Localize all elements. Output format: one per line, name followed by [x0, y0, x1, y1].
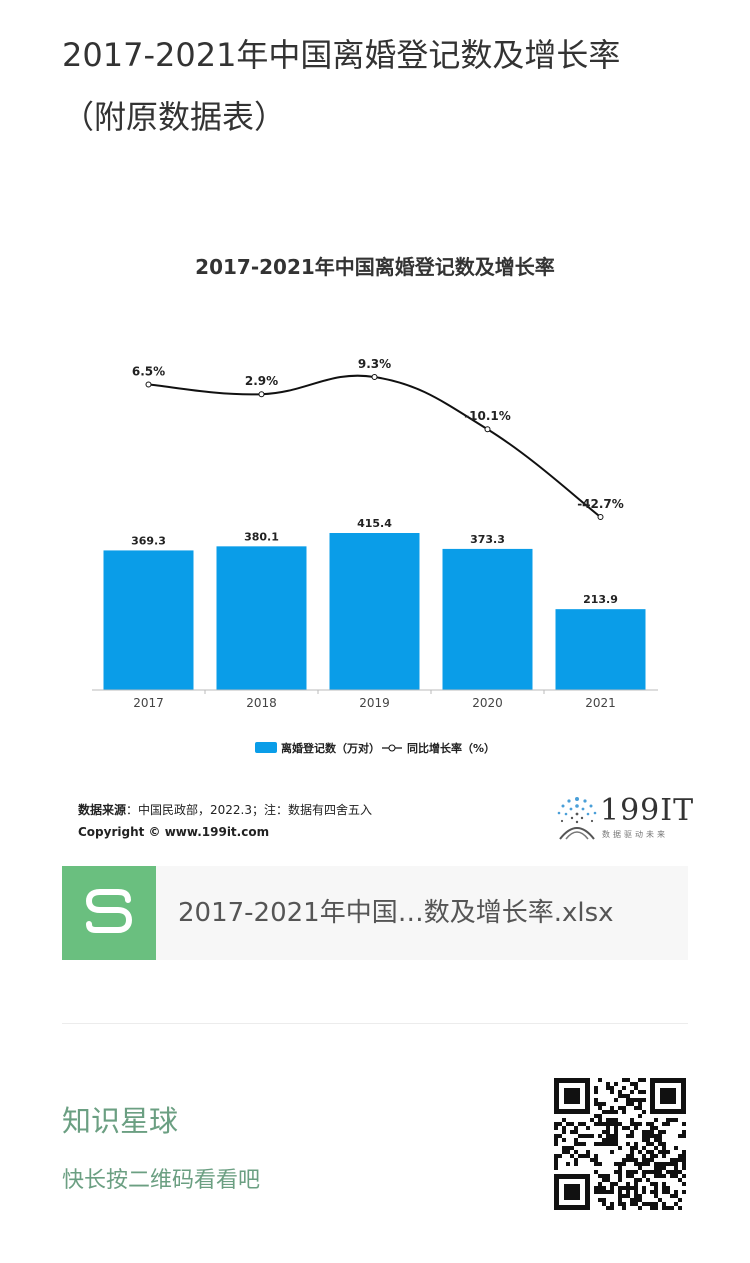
file-name: 2017-2021年中国…数及增长率.xlsx: [178, 898, 614, 928]
growth-point-2019: [371, 374, 378, 380]
chart-svg: 2017-2021年中国离婚登记数及增长率 369.3 380.1 415.4 373…: [92, 255, 658, 755]
logo-199it: 199IT 数据驱动未来: [554, 793, 693, 843]
chart-image[interactable]: 2017-2021年中国离婚登记数及增长率 369.3 380.1 415.4 373…: [62, 225, 693, 857]
bar-label-2017: 369.3: [131, 534, 166, 547]
logo-name: 199IT: [600, 793, 695, 828]
legend: 离婚登记数（万对） 同比增长率（%）: [255, 741, 495, 755]
x-tick-2018: 2018: [246, 696, 277, 710]
x-tick-2021: 2021: [585, 696, 616, 710]
growth-point-2020: [484, 426, 491, 433]
growth-point-2017: [145, 381, 152, 388]
chart-title: 2017-2021年中国离婚登记数及增长率: [195, 255, 555, 279]
bar-2019: [329, 533, 420, 690]
growth-label-2021: -42.7%: [577, 497, 624, 511]
growth-label-2017: 6.5%: [132, 365, 165, 379]
legend-label-bar: 离婚登记数（万对）: [281, 741, 380, 755]
post-title: 2017-2021年中国离婚登记数及增长率 （附原数据表）: [62, 24, 722, 148]
post-title-line2: （附原数据表）: [62, 98, 287, 136]
planet-subtitle: 快长按二维码看看吧: [62, 1168, 261, 1193]
bar-label-2018: 380.1: [244, 530, 279, 543]
growth-label-2018: 2.9%: [245, 374, 278, 388]
growth-point-2018: [258, 391, 265, 398]
line-layer: 6.5% 2.9% 9.3% -10.1% -42.7%: [132, 357, 624, 520]
x-tick-2017: 2017: [133, 696, 164, 710]
legend-swatch-bar: [255, 742, 277, 753]
growth-label-2019: 9.3%: [358, 357, 391, 371]
growth-point-2021: [597, 514, 604, 520]
bars-layer: 369.3 380.1 415.4 373.3 213.9: [103, 517, 646, 690]
bar-label-2019: 415.4: [357, 517, 392, 530]
legend-swatch-marker: [388, 744, 396, 752]
bar-label-2021: 213.9: [583, 593, 618, 606]
post-title-line1: 2017-2021年中国离婚登记数及增长率: [62, 36, 621, 74]
attachment-file-card[interactable]: 2017-2021年中国…数及增长率.xlsx: [62, 866, 688, 960]
bar-2018: [216, 546, 307, 690]
source-note: 数据来源：中国民政部，2022.3；注：数据有四舍五入 Copyright © …: [78, 799, 372, 843]
copyright-text: Copyright © www.199it.com: [78, 825, 270, 839]
bar-2020: [442, 548, 533, 690]
bar-2017: [103, 550, 194, 690]
source-label: 数据来源: [78, 803, 127, 817]
bar-label-2020: 373.3: [470, 533, 505, 546]
spreadsheet-file-icon: [62, 866, 156, 960]
bar-2021: [555, 609, 646, 690]
ticks-layer: 2017 2018 2019 2020 2021: [133, 690, 616, 710]
source-text: ：中国民政部，2022.3；注：数据有四舍五入: [126, 803, 373, 817]
legend-label-line: 同比增长率（%）: [407, 741, 495, 755]
x-tick-2019: 2019: [359, 696, 390, 710]
divider: [62, 1023, 688, 1024]
qr-code-icon[interactable]: [554, 1078, 686, 1210]
x-tick-2020: 2020: [472, 696, 503, 710]
logo-slogan: 数据驱动未来: [602, 830, 668, 839]
growth-rate-line: [148, 374, 602, 518]
planet-title: 知识星球: [62, 1104, 179, 1138]
dots-logo-icon: [557, 797, 597, 840]
growth-label-2020: -10.1%: [464, 409, 511, 423]
